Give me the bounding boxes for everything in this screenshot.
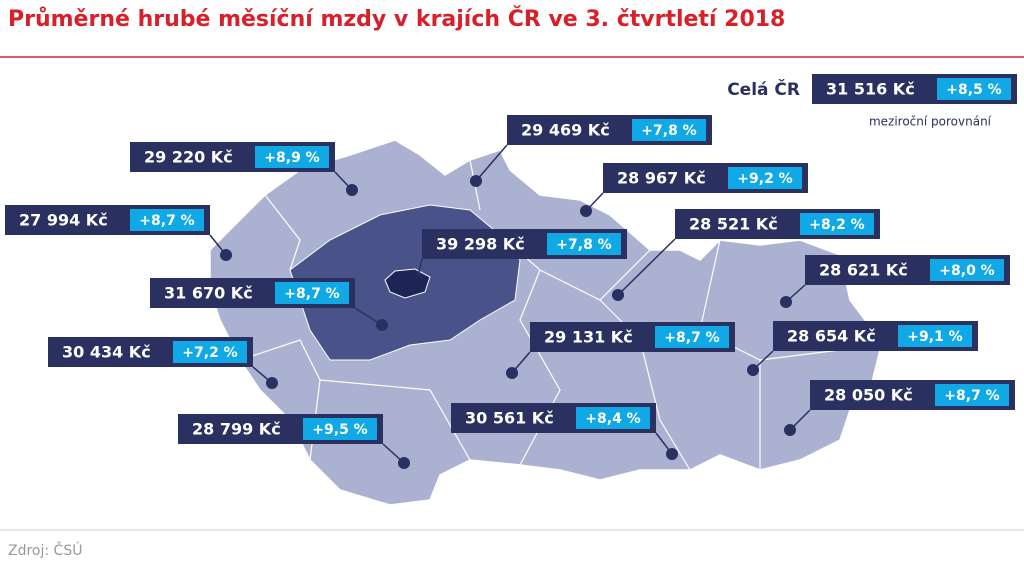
source: Zdroj: ČSÚ (8, 541, 82, 559)
national-label: Celá ČR (727, 78, 800, 100)
region-change: +9,5 % (312, 422, 367, 438)
region-change: +7,8 % (556, 237, 611, 253)
region-wage: 28 521 Kč (689, 215, 778, 234)
region-dot (747, 364, 759, 376)
region-wage: 28 654 Kč (787, 327, 876, 346)
national-wage: 31 516 Kč (826, 80, 915, 99)
region-dot (612, 289, 624, 301)
region-wage: 30 434 Kč (62, 343, 151, 362)
region-change: +8,9 % (264, 150, 319, 166)
region-wage: 29 220 Kč (144, 148, 233, 167)
region-wage: 29 469 Kč (521, 121, 610, 140)
region-change: +8,4 % (585, 411, 640, 427)
region-wage: 30 561 Kč (465, 409, 554, 428)
region-wage: 28 621 Kč (819, 261, 908, 280)
region-badge (303, 418, 377, 440)
region-badge (898, 325, 972, 347)
region-dot (784, 424, 796, 436)
region-badge (255, 146, 329, 168)
region-dot (666, 448, 678, 460)
region-dot (398, 457, 410, 469)
region-change: +8,2 % (809, 217, 864, 233)
region-change: +8,0 % (939, 263, 994, 279)
national-badge (937, 78, 1011, 100)
region-dot (470, 175, 482, 187)
region-badge (275, 282, 349, 304)
region-badge (800, 213, 874, 235)
region-change: +8,7 % (664, 330, 719, 346)
region-dot (580, 205, 592, 217)
region-wage: 29 131 Kč (544, 328, 633, 347)
region-wage: 39 298 Kč (436, 235, 525, 254)
region-change: +8,7 % (944, 388, 999, 404)
region-wage: 28 799 Kč (192, 420, 281, 439)
leader-line (617, 238, 676, 296)
region-wage: 31 670 Kč (164, 284, 253, 303)
capital-shape (384, 268, 431, 299)
region-dot (376, 319, 388, 331)
region-badge (130, 209, 204, 231)
region-change: +7,8 % (641, 123, 696, 139)
region-dot (346, 184, 358, 196)
region-wage: 28 050 Kč (824, 386, 913, 405)
title: Průměrné hrubé měsíční mzdy v krajích ČR… (8, 6, 785, 32)
region-change: +8,7 % (284, 286, 339, 302)
national-change: +8,5 % (946, 82, 1001, 98)
region-badge (632, 119, 706, 141)
leader-line (475, 144, 508, 182)
region-badge (655, 326, 729, 348)
region-dot (220, 249, 232, 261)
region-dot (780, 296, 792, 308)
region-badge (173, 341, 247, 363)
region-badge (728, 167, 802, 189)
region-change: +7,2 % (182, 345, 237, 361)
region-dot (266, 377, 278, 389)
region-wage: 28 967 Kč (617, 169, 706, 188)
comparison-note: meziroční porovnání (869, 115, 992, 129)
region-badge (576, 407, 650, 429)
region-change: +9,2 % (737, 171, 792, 187)
region-wage: 27 994 Kč (19, 211, 108, 230)
region-change: +9,1 % (907, 329, 962, 345)
leader-line (417, 258, 423, 277)
region-badge (547, 233, 621, 255)
region-badge (930, 259, 1004, 281)
region-dot (506, 367, 518, 379)
region-badge (935, 384, 1009, 406)
region-change: +8,7 % (139, 213, 194, 229)
